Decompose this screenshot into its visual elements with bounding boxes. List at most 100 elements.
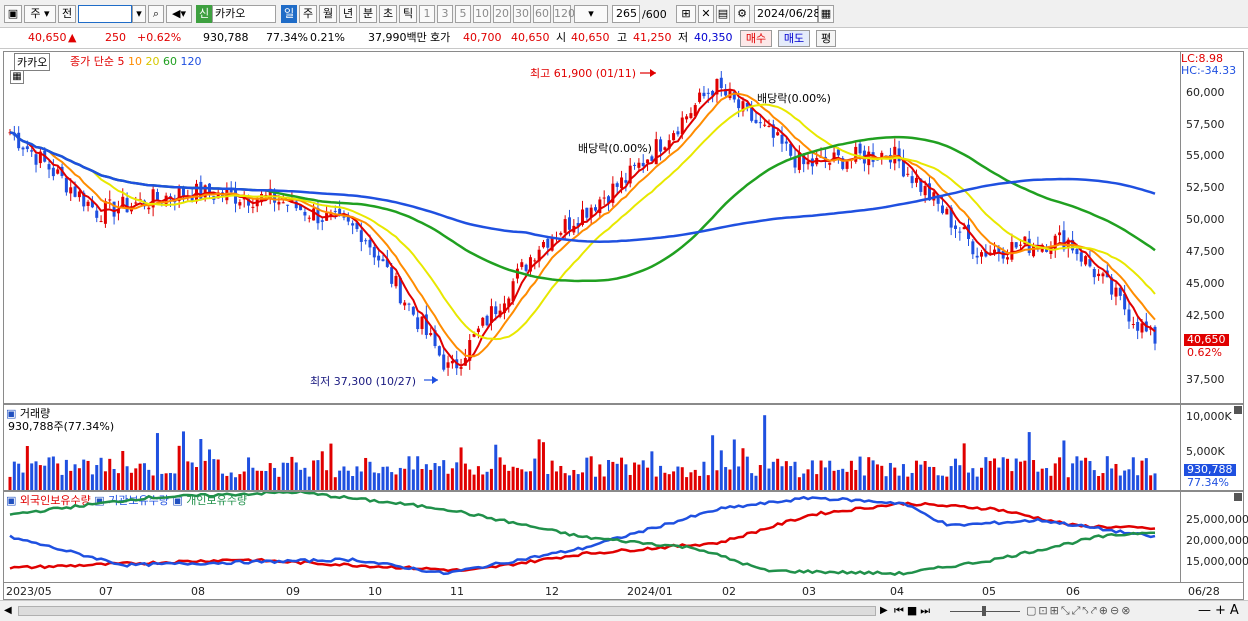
volume-panel[interactable]: [3, 404, 1181, 491]
candle-body: [359, 230, 363, 242]
candle-body: [737, 99, 741, 109]
candle-body: [581, 209, 584, 225]
price-change: 250: [105, 31, 126, 44]
candle-body: [511, 281, 515, 302]
period-month[interactable]: 월: [319, 5, 337, 23]
period-second[interactable]: 초: [379, 5, 397, 23]
count-input[interactable]: 265: [612, 5, 640, 23]
volume-bar: [338, 470, 342, 490]
volume-bar: [771, 461, 775, 490]
period-minute[interactable]: 분: [359, 5, 377, 23]
period-day[interactable]: 일: [281, 5, 297, 23]
volume-bar: [1084, 457, 1088, 490]
candle-body: [793, 156, 797, 168]
gear-icon[interactable]: ⚙: [734, 5, 750, 23]
speaker-icon[interactable]: ◀▾: [166, 5, 192, 23]
volume-bar: [455, 462, 459, 490]
interval-1[interactable]: 1: [419, 5, 435, 23]
volume-bar: [1040, 468, 1044, 490]
chevron-down-icon[interactable]: ▾: [132, 5, 146, 23]
volume-bar: [650, 451, 654, 490]
date-input[interactable]: 2024/06/28: [754, 5, 820, 23]
candle-body: [732, 91, 736, 100]
volume-bar: [624, 464, 628, 490]
interval-120[interactable]: 120: [553, 5, 575, 23]
period-week[interactable]: 주: [299, 5, 317, 23]
price-panel[interactable]: [3, 51, 1181, 404]
volume-bar: [502, 464, 506, 490]
volume-bar: [155, 433, 159, 490]
volume-bar: [134, 468, 138, 490]
panel-close-icon-2[interactable]: [1234, 493, 1242, 501]
candle-body: [854, 146, 858, 162]
volume-bar: [312, 460, 316, 490]
volume-bar: [437, 466, 441, 490]
buy-button[interactable]: 매수: [740, 30, 772, 47]
interval-60[interactable]: 60: [533, 5, 551, 23]
candle-body: [524, 264, 528, 271]
save-icon[interactable]: ▤: [716, 5, 730, 23]
volume-bar: [90, 474, 94, 490]
candle-body: [1127, 309, 1131, 322]
panel-close-icon[interactable]: [1234, 406, 1242, 414]
volume-bar: [567, 475, 571, 490]
grid-icon[interactable]: ⊞: [676, 5, 696, 23]
candle-body: [897, 148, 901, 162]
calendar-icon[interactable]: ▦: [818, 5, 834, 23]
volume-bar: [320, 451, 324, 490]
window-icon[interactable]: ▣: [4, 5, 22, 23]
candle-body: [646, 159, 650, 164]
candle-body: [47, 164, 51, 170]
sell-button[interactable]: 매도: [778, 30, 810, 47]
candle-body: [481, 317, 485, 326]
volume-bar: [914, 460, 918, 490]
interval-30[interactable]: 30: [513, 5, 531, 23]
volume-bar: [1092, 470, 1096, 490]
candle-body: [1084, 256, 1088, 265]
crosshair-icon[interactable]: ✕: [698, 5, 714, 23]
playback-controls-icon[interactable]: ⏮■⏭: [894, 604, 934, 617]
volume-bar: [433, 463, 437, 490]
zoom-controls-icon[interactable]: —+A: [1198, 603, 1243, 618]
price-chart[interactable]: [4, 52, 1180, 403]
volume-bar: [711, 435, 715, 490]
candle-body: [958, 231, 962, 233]
volume-panel-title: ▣ 거래량: [6, 407, 51, 420]
interval-10[interactable]: 10: [473, 5, 491, 23]
volume-bar: [594, 476, 598, 490]
volume-bar: [290, 456, 294, 490]
zoom-slider-handle[interactable]: [982, 606, 986, 616]
count-total: /600: [642, 8, 667, 21]
eval-button[interactable]: 평: [816, 30, 836, 47]
market-select[interactable]: 주 ▾: [24, 5, 56, 23]
period-year[interactable]: 년: [339, 5, 357, 23]
holding-panel[interactable]: [3, 491, 1181, 583]
volume-bar: [60, 474, 64, 490]
candle-body: [858, 143, 862, 154]
interval-custom-select[interactable]: ▾: [574, 5, 608, 23]
scroll-track[interactable]: [18, 606, 876, 616]
interval-5[interactable]: 5: [455, 5, 471, 23]
volume-bar: [186, 461, 190, 490]
search-icon[interactable]: ⌕: [148, 5, 164, 23]
volume-bar: [112, 469, 116, 490]
volume-chart[interactable]: [4, 405, 1180, 490]
scroll-left-icon[interactable]: ◀: [4, 605, 12, 616]
moving-averages-group: [9, 88, 1156, 367]
stock-code-input[interactable]: 035720: [78, 5, 132, 23]
scroll-right-icon[interactable]: ▶: [880, 605, 888, 616]
interval-3[interactable]: 3: [437, 5, 453, 23]
drawing-tools-icon[interactable]: ▢⊡⊞⤡⤢⤣⤤⊕⊖⊗: [1026, 604, 1133, 617]
legend-individual: 개인보유수량: [186, 494, 248, 507]
interval-20[interactable]: 20: [493, 5, 511, 23]
candle-body: [1058, 232, 1062, 236]
volume-bar: [589, 456, 593, 490]
stock-name-field[interactable]: 카카오: [212, 5, 276, 23]
stock-tag[interactable]: 카카오: [14, 53, 51, 71]
holding-chart[interactable]: [4, 492, 1180, 582]
candle-body: [1140, 323, 1144, 333]
candle-body: [836, 149, 840, 156]
table-icon[interactable]: ▦: [10, 70, 24, 84]
prev-button[interactable]: 전: [58, 5, 76, 23]
period-tick[interactable]: 틱: [399, 5, 417, 23]
